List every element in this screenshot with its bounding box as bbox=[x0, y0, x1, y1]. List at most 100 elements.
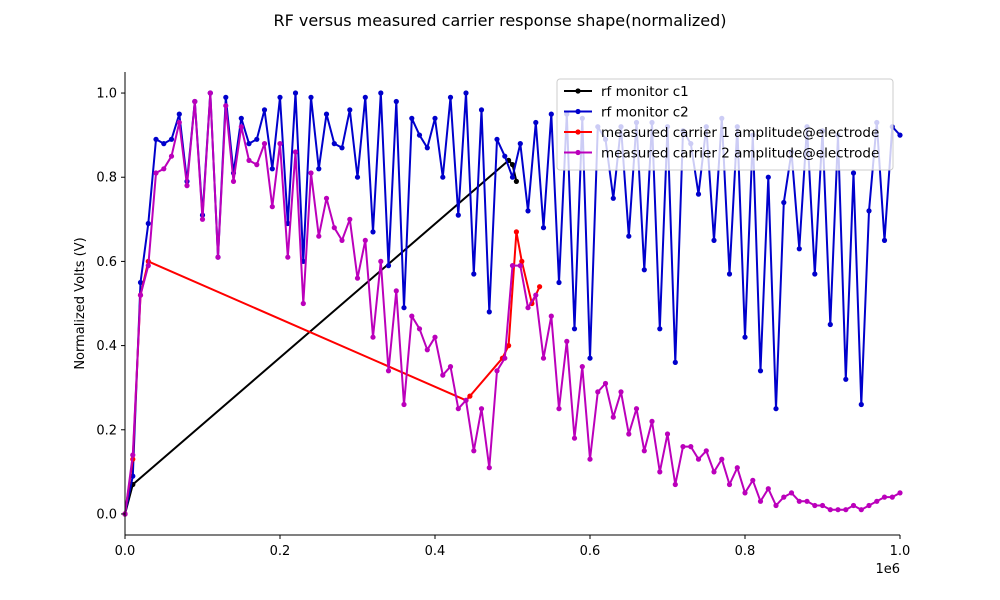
data-point bbox=[285, 254, 291, 260]
data-point bbox=[316, 233, 322, 239]
data-point bbox=[812, 271, 818, 277]
data-point bbox=[416, 132, 423, 138]
data-point bbox=[688, 444, 694, 450]
data-point bbox=[540, 355, 547, 361]
data-point bbox=[401, 401, 407, 408]
data-point bbox=[316, 166, 322, 172]
legend-swatch-marker bbox=[575, 88, 581, 94]
data-point bbox=[494, 136, 500, 142]
data-point bbox=[509, 162, 516, 168]
y-tick-label: 1.0 bbox=[96, 87, 117, 102]
y-tick-label: 0.8 bbox=[96, 171, 117, 186]
data-point bbox=[416, 326, 423, 332]
data-point bbox=[486, 309, 492, 315]
data-point bbox=[393, 98, 399, 105]
data-point bbox=[207, 90, 213, 96]
data-point bbox=[533, 119, 539, 126]
data-point bbox=[657, 469, 663, 475]
data-point bbox=[641, 267, 647, 273]
data-point bbox=[757, 498, 764, 504]
data-point bbox=[409, 115, 415, 121]
data-point bbox=[471, 271, 477, 277]
data-point bbox=[261, 141, 268, 147]
data-point bbox=[432, 115, 438, 121]
data-point bbox=[238, 115, 244, 121]
data-point bbox=[672, 481, 678, 488]
data-point bbox=[137, 292, 144, 298]
data-point bbox=[292, 90, 299, 96]
legend-swatch-marker bbox=[575, 149, 581, 156]
legend-label: rf monitor c2 bbox=[601, 105, 689, 121]
data-point bbox=[238, 124, 244, 130]
data-point bbox=[843, 507, 849, 513]
data-point bbox=[595, 389, 601, 395]
series-4 bbox=[122, 90, 903, 517]
data-point bbox=[579, 364, 585, 370]
data-point bbox=[796, 246, 802, 252]
data-point bbox=[796, 498, 802, 504]
data-point bbox=[711, 469, 717, 475]
data-point bbox=[277, 94, 283, 100]
data-point bbox=[533, 292, 539, 298]
data-point bbox=[277, 141, 283, 147]
data-point bbox=[513, 229, 520, 235]
data-point bbox=[323, 195, 330, 201]
data-point bbox=[672, 359, 678, 365]
data-point bbox=[424, 347, 430, 353]
data-point bbox=[680, 444, 686, 450]
legend-entry: measured carrier 1 amplitude@electrode bbox=[564, 125, 879, 141]
data-point bbox=[478, 107, 485, 113]
data-point bbox=[711, 237, 717, 243]
data-point bbox=[331, 225, 337, 231]
data-point bbox=[765, 174, 771, 180]
data-point bbox=[506, 343, 512, 349]
x-tick-label: 0.6 bbox=[580, 544, 601, 559]
data-point bbox=[440, 174, 446, 180]
plot-area bbox=[122, 90, 903, 517]
data-point bbox=[254, 136, 260, 142]
data-point bbox=[571, 326, 578, 332]
data-point bbox=[331, 141, 337, 147]
data-point bbox=[230, 178, 237, 184]
data-point bbox=[517, 141, 523, 147]
data-point bbox=[525, 208, 531, 214]
data-point bbox=[486, 465, 492, 471]
data-point bbox=[409, 313, 415, 319]
data-point bbox=[695, 456, 702, 462]
data-point bbox=[478, 406, 485, 412]
data-point bbox=[610, 195, 616, 201]
data-point bbox=[440, 372, 446, 378]
data-point bbox=[858, 507, 864, 513]
legend-label: rf monitor c1 bbox=[601, 84, 689, 100]
data-point bbox=[300, 300, 306, 307]
data-point bbox=[385, 263, 392, 269]
data-point bbox=[781, 494, 787, 500]
data-point bbox=[525, 305, 531, 311]
data-point bbox=[424, 145, 430, 151]
data-point bbox=[827, 321, 833, 328]
x-tick-label: 0.0 bbox=[115, 544, 136, 559]
data-point bbox=[308, 94, 314, 100]
data-point bbox=[649, 418, 655, 424]
data-point bbox=[509, 174, 516, 180]
x-ticks: 0.0 0.2 0.4 0.6 0.8 1.0 bbox=[115, 535, 910, 559]
data-point bbox=[540, 225, 547, 231]
data-point bbox=[455, 212, 461, 218]
x-axis-offset-text: 1e6 bbox=[875, 562, 900, 577]
data-point bbox=[176, 111, 182, 117]
x-tick-label: 0.2 bbox=[270, 544, 291, 559]
data-point bbox=[378, 90, 384, 96]
legend-entry: measured carrier 2 amplitude@electrode bbox=[564, 146, 879, 162]
data-point bbox=[502, 355, 508, 361]
data-point bbox=[463, 397, 469, 403]
data-point bbox=[703, 448, 709, 454]
legend: rf monitor c1 rf monitor c2 measured carri… bbox=[556, 78, 894, 171]
chart-title: RF versus measured carrier response shap… bbox=[273, 11, 726, 30]
data-point bbox=[657, 326, 663, 332]
data-point bbox=[467, 393, 473, 399]
data-point bbox=[633, 406, 640, 412]
data-point bbox=[641, 448, 647, 454]
data-point bbox=[347, 107, 353, 113]
y-tick-label: 0.2 bbox=[96, 423, 117, 438]
